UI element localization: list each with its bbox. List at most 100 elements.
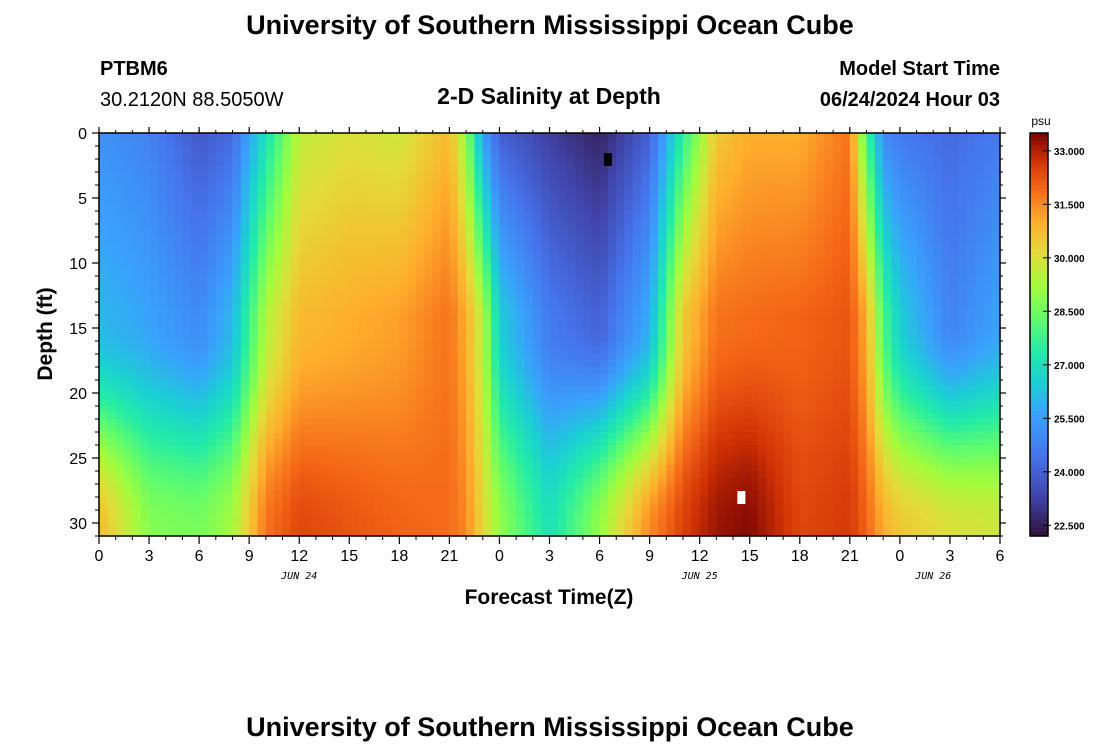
heat-cell [274,458,284,466]
heat-cell [207,191,217,199]
heat-cell [682,328,692,336]
heat-cell [357,360,367,368]
heat-cell [616,191,626,199]
heat-cell [115,354,125,362]
heat-cell [115,282,125,290]
heat-cell [182,529,192,537]
heat-cell [182,230,192,238]
heat-cell [240,133,250,141]
heat-cell [424,354,434,362]
heat-cell [374,497,384,505]
heat-cell [182,328,192,336]
heat-cell [99,419,108,427]
heat-cell [349,289,359,297]
heat-cell [340,380,350,388]
heat-cell [107,360,117,368]
heat-cell [399,315,409,323]
heat-cell [557,204,567,212]
heat-cell [491,367,501,375]
heat-cell [507,471,517,479]
heat-cell [257,464,267,472]
heat-cell [282,477,292,485]
heat-cell [374,191,384,199]
heat-cell [591,243,601,251]
heat-cell [641,133,651,141]
heat-cell [541,295,551,303]
heat-cell [240,250,250,258]
heat-cell [491,191,501,199]
heat-cell [424,523,434,531]
heat-cell [632,146,642,154]
heat-cell [516,438,526,446]
heat-cell [115,490,125,498]
heat-cell [124,393,133,401]
heat-cell [257,172,267,180]
heat-cell [649,334,659,342]
heat-cell [140,523,150,531]
heat-cell [390,315,400,323]
heat-cell [491,139,501,147]
heat-cell [699,464,709,472]
heat-cell [674,399,684,407]
heat-cell [499,471,509,479]
heat-cell [699,276,709,284]
heat-cell [582,445,592,453]
heat-cell [382,380,392,388]
heat-cell [457,510,467,518]
heat-cell [174,165,184,173]
heat-cell [274,321,284,329]
heat-cell [299,497,309,505]
heat-cell [165,178,175,186]
heat-cell [107,523,117,531]
heat-cell [357,406,367,414]
heat-cell [766,133,776,141]
heat-cell [382,458,392,466]
heat-cell [632,354,642,362]
station-location: 30.2120N 88.5050W [100,89,284,111]
heat-cell [265,406,275,414]
heat-cell [240,139,250,147]
heat-cell [616,243,626,251]
heat-cell [482,250,492,258]
heat-cell [290,230,300,238]
heat-cell [124,510,133,518]
heat-cell [332,263,342,271]
heat-cell [624,250,634,258]
heat-cell [682,315,692,323]
heat-cell [516,139,526,147]
heat-cell [566,432,576,440]
heat-cell [382,315,392,323]
heat-cell [249,204,259,212]
heat-cell [315,250,325,258]
heat-cell [474,263,484,271]
heat-cell [182,425,192,433]
heat-cell [399,503,409,511]
heat-cell [724,367,734,375]
heat-cell [699,432,709,440]
heat-cell [307,243,317,251]
heat-cell [557,380,567,388]
heat-cell [307,295,317,303]
heat-cell [349,178,359,186]
heat-cell [566,302,576,310]
heat-cell [424,308,434,316]
heat-cell [432,464,442,472]
heat-cell [457,373,467,381]
heat-cell [157,178,167,186]
heat-cell [357,263,367,271]
heat-cell [107,354,117,362]
heat-cell [290,529,300,537]
heat-cell [499,419,509,427]
heat-cell [99,133,108,141]
heat-cell [507,477,517,485]
heat-cell [524,458,534,466]
heat-cell [649,425,659,433]
heat-cell [616,139,626,147]
heat-cell [457,380,467,388]
heat-cell [390,490,400,498]
heat-cell [349,425,359,433]
heat-cell [165,263,175,271]
heat-cell [274,217,284,225]
heat-cell [215,139,225,147]
heat-cell [582,328,592,336]
